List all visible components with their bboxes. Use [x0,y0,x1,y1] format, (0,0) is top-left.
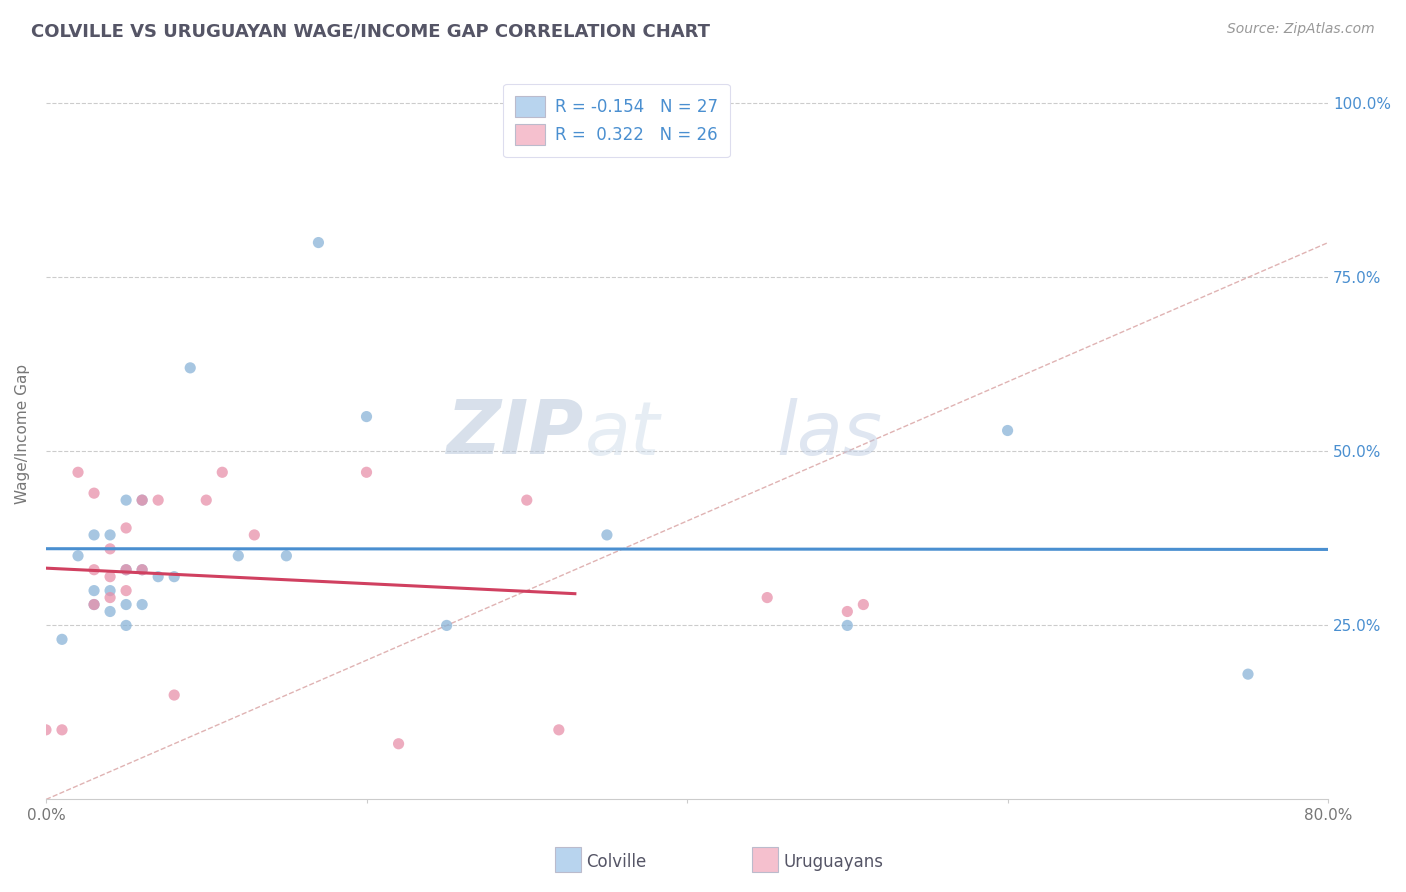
Text: ZIP: ZIP [447,398,585,470]
Text: Uruguayans: Uruguayans [783,853,883,871]
Point [356,465,378,479]
Point [98,605,121,619]
Point [35,723,58,737]
Point [179,360,201,375]
Point [356,409,378,424]
Point [115,598,138,612]
Point [516,493,538,508]
Point [131,493,153,508]
Point [66,549,89,563]
Text: at: at [585,398,659,470]
Point [436,618,458,632]
Point [98,583,121,598]
Point [115,583,138,598]
Point [83,598,105,612]
Point [226,549,249,563]
Point [98,528,121,542]
Text: Source: ZipAtlas.com: Source: ZipAtlas.com [1227,22,1375,37]
Point [596,528,619,542]
Point [83,563,105,577]
Point [131,598,153,612]
Point [83,486,105,500]
Point [307,235,329,250]
Point [98,591,121,605]
Point [83,528,105,542]
Point [195,493,218,508]
Point [131,563,153,577]
Text: Colville: Colville [586,853,647,871]
Legend: R = -0.154   N = 27, R =  0.322   N = 26: R = -0.154 N = 27, R = 0.322 N = 26 [503,84,730,157]
Point [115,521,138,535]
Point [146,493,169,508]
Point [837,605,859,619]
Point [98,541,121,556]
Point [243,528,266,542]
Point [131,563,153,577]
Point [51,723,73,737]
Point [163,570,186,584]
Point [756,591,779,605]
Point [115,563,138,577]
Point [997,424,1019,438]
Point [83,598,105,612]
Point [131,493,153,508]
Y-axis label: Wage/Income Gap: Wage/Income Gap [15,364,30,504]
Point [115,493,138,508]
Point [852,598,875,612]
Text: las: las [776,398,883,470]
Point [387,737,409,751]
Point [276,549,298,563]
Point [98,570,121,584]
Point [115,563,138,577]
Point [83,583,105,598]
Point [1237,667,1260,681]
Point [547,723,569,737]
Point [66,465,89,479]
Point [146,570,169,584]
Point [51,632,73,647]
Point [163,688,186,702]
Point [115,618,138,632]
Point [211,465,233,479]
Point [837,618,859,632]
Text: COLVILLE VS URUGUAYAN WAGE/INCOME GAP CORRELATION CHART: COLVILLE VS URUGUAYAN WAGE/INCOME GAP CO… [31,22,710,40]
